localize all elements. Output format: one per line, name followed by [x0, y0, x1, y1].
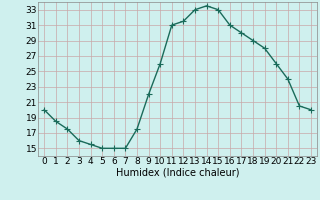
X-axis label: Humidex (Indice chaleur): Humidex (Indice chaleur) [116, 168, 239, 178]
